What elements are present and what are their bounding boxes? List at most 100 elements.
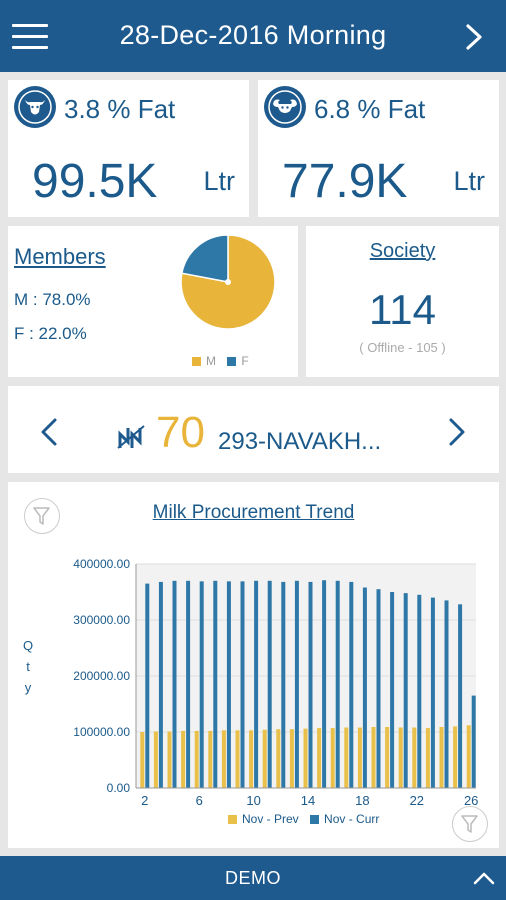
quantity-unit: Ltr	[453, 166, 485, 196]
y-axis-label-char: Q	[23, 638, 33, 653]
bar-prev	[398, 727, 403, 788]
bar-prev	[330, 728, 335, 788]
legend-swatch-curr	[310, 815, 320, 825]
session-date-title: 28-Dec-2016 Morning	[119, 20, 387, 50]
society-card[interactable]: Society 114 ( Offline - 105 )	[306, 226, 499, 377]
society-offline-count: ( Offline - 105 )	[359, 340, 446, 355]
chevron-up-icon[interactable]	[472, 868, 496, 888]
pie-slice-f	[180, 234, 229, 283]
chevron-right-icon[interactable]	[460, 22, 488, 52]
bar-prev	[425, 728, 430, 788]
bar-curr	[458, 604, 463, 788]
y-axis-label-char: y	[25, 680, 32, 695]
route-name: 293-NAVAKH...	[218, 428, 382, 455]
bar-prev	[453, 726, 458, 788]
pie-legend: M F	[192, 354, 249, 368]
bar-prev	[181, 730, 186, 788]
members-male-percentage: M : 78.0%	[14, 290, 91, 309]
bar-curr	[390, 592, 395, 788]
demo-label: DEMO	[225, 868, 281, 888]
society-count: 114	[369, 286, 436, 333]
bar-prev	[466, 725, 471, 788]
bar-prev	[167, 731, 172, 788]
bar-curr	[471, 695, 476, 788]
chart-title-text[interactable]: Milk Procurement Trend	[152, 502, 355, 523]
legend-swatch-prev	[228, 815, 237, 825]
hamburger-menu-icon[interactable]	[12, 24, 48, 50]
filter-icon[interactable]	[24, 498, 60, 534]
bar-curr	[322, 580, 327, 788]
y-tick-label: 200000.00	[73, 669, 130, 683]
bar-prev	[412, 727, 417, 788]
bar-prev	[289, 729, 294, 788]
x-tick-label: 6	[196, 793, 203, 808]
bar-curr	[281, 581, 286, 788]
bottom-bar[interactable]: DEMO	[0, 856, 506, 900]
milk-quantity: 77.9K	[282, 155, 408, 208]
bar-prev	[303, 728, 308, 788]
bar-curr	[254, 580, 259, 788]
fat-percentage-label: 3.8 % Fat	[64, 94, 176, 124]
bar-prev	[194, 730, 199, 788]
bar-prev	[344, 727, 349, 788]
top-app-bar: 28-Dec-2016 Morning	[0, 0, 506, 72]
legend-swatch-m	[192, 357, 201, 367]
y-tick-label: 0.00	[107, 781, 131, 795]
society-title[interactable]: Society	[369, 240, 436, 262]
members-pie-chart	[180, 234, 276, 330]
cow-icon	[14, 86, 56, 128]
chart-title[interactable]: Milk Procurement Trend	[8, 502, 499, 524]
y-tick-label: 300000.00	[73, 613, 130, 627]
chart-legend: Nov - Prev Nov - Curr	[220, 812, 379, 826]
legend-label-curr: Nov - Curr	[324, 812, 380, 826]
buffalo-fat-card[interactable]: 6.8 % Fat 77.9K Ltr	[258, 80, 499, 217]
bar-curr	[158, 581, 163, 788]
bar-prev	[357, 727, 362, 788]
legend-label-f: F	[241, 354, 249, 368]
bar-prev	[276, 729, 281, 788]
bar-curr	[267, 580, 272, 788]
x-tick-label: 2	[141, 793, 148, 808]
buffalo-icon	[264, 86, 306, 128]
bar-curr	[403, 593, 408, 788]
route-navigator-card: 70 293-NAVAKH...	[8, 386, 499, 473]
y-tick-label: 400000.00	[73, 557, 130, 571]
y-axis-label-char: t	[26, 659, 30, 674]
chevron-right-icon[interactable]	[446, 416, 468, 448]
x-tick-label: 22	[410, 793, 424, 808]
bar-prev	[235, 730, 240, 788]
bar-prev	[249, 730, 254, 788]
bar-curr	[417, 594, 422, 788]
milk-procurement-bar-chart: 0.00 100000.00 200000.00 300000.00 400000.00…	[23, 557, 478, 808]
chevron-left-icon[interactable]	[38, 416, 60, 448]
bar-prev	[153, 731, 158, 788]
bar-curr	[240, 581, 245, 788]
filter-icon[interactable]	[452, 806, 488, 842]
bar-curr	[145, 583, 150, 788]
bar-curr	[308, 581, 313, 788]
legend-swatch-f	[227, 357, 237, 367]
fat-percentage-label: 6.8 % Fat	[314, 94, 426, 124]
y-tick-label: 100000.00	[73, 725, 130, 739]
x-tick-label: 26	[464, 793, 478, 808]
bar-curr	[226, 581, 231, 788]
bar-prev	[262, 729, 267, 788]
route-society-count: 70	[156, 408, 205, 457]
bar-prev	[371, 726, 376, 788]
bar-prev	[439, 726, 444, 788]
bar-curr	[186, 580, 191, 788]
members-title[interactable]: Members	[14, 244, 106, 269]
bar-curr	[213, 580, 218, 788]
legend-label-m: M	[206, 354, 216, 368]
cow-fat-card[interactable]: 3.8 % Fat 99.5K Ltr	[8, 80, 249, 217]
bar-prev	[208, 730, 213, 788]
bar-prev	[317, 728, 322, 788]
milk-quantity: 99.5K	[32, 155, 158, 208]
members-female-percentage: F : 22.0%	[14, 324, 87, 343]
x-tick-label: 14	[301, 793, 315, 808]
bar-prev	[221, 730, 226, 788]
members-card[interactable]: Members M : 78.0% F : 22.0% M F	[8, 226, 298, 377]
milk-trend-chart-card: Milk Procurement Trend 0.00 100000.00 2000…	[8, 482, 499, 848]
bar-prev	[140, 732, 145, 788]
bar-curr	[430, 597, 435, 788]
